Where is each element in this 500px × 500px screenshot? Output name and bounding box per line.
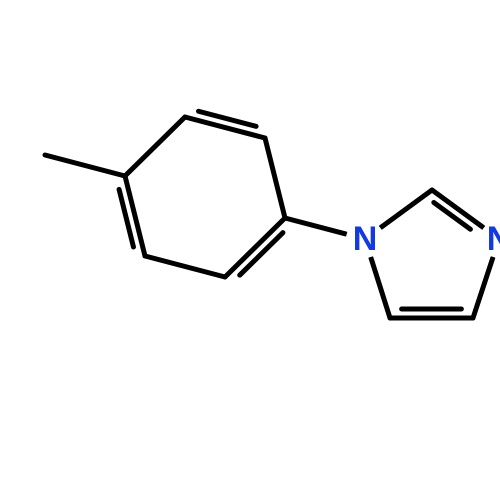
molecule-canvas: NN — [0, 0, 500, 500]
bonds — [45, 111, 493, 318]
atom-N-label: N — [353, 220, 378, 258]
atom-N-label: N — [487, 220, 500, 258]
